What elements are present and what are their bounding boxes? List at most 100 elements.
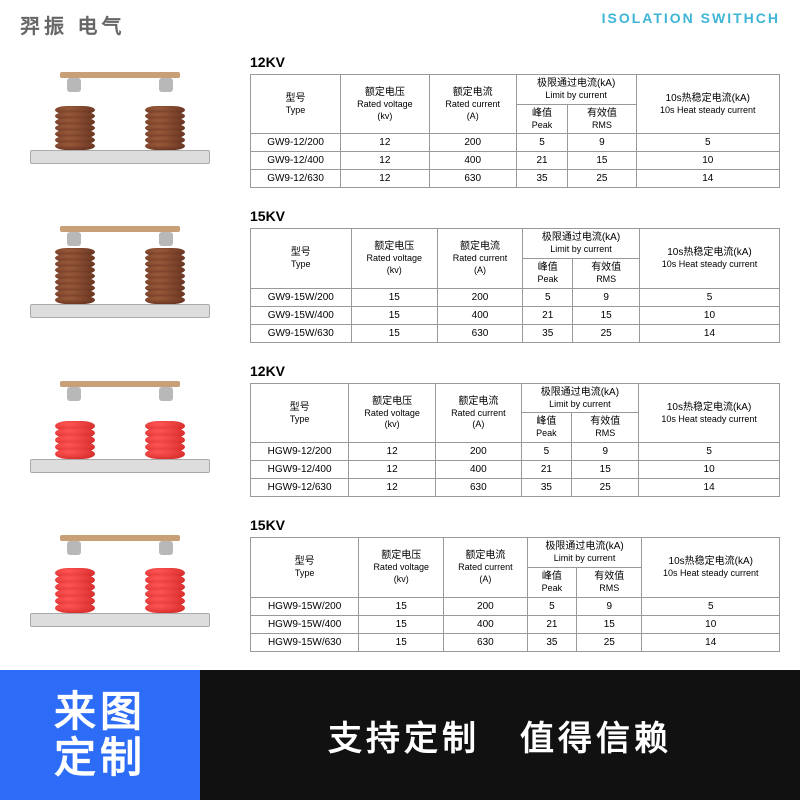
cell-voltage: 15 xyxy=(351,288,437,306)
promo-overlay: 来图 定制 支持定制 值得信赖 xyxy=(0,670,800,800)
cell-voltage: 15 xyxy=(359,633,444,651)
cell-steady: 10 xyxy=(639,461,780,479)
product-section: 15KV 型号Type额定电压Rated voltage(kv)额定电流Rated… xyxy=(20,208,780,342)
cell-peak: 5 xyxy=(516,134,568,152)
col-voltage: 额定电压Rated voltage(kv) xyxy=(359,538,444,597)
cell-type: HGW9-12/400 xyxy=(251,461,349,479)
table-row: HGW9-12/63012630352514 xyxy=(251,479,780,497)
cell-rms: 9 xyxy=(568,134,636,152)
cell-voltage: 15 xyxy=(351,324,437,342)
col-peak: 峰值Peak xyxy=(521,413,572,443)
cell-type: HGW9-15W/630 xyxy=(251,633,359,651)
cell-steady: 14 xyxy=(642,633,780,651)
voltage-label: 12KV xyxy=(250,363,780,379)
cell-voltage: 12 xyxy=(349,479,436,497)
col-rms: 有效值RMS xyxy=(577,567,642,597)
cell-current: 200 xyxy=(444,597,528,615)
col-voltage: 额定电压Rated voltage(kv) xyxy=(351,229,437,288)
col-rms: 有效值RMS xyxy=(572,413,639,443)
cell-peak: 21 xyxy=(527,615,576,633)
cell-rms: 9 xyxy=(577,597,642,615)
cell-steady: 14 xyxy=(639,479,780,497)
cell-steady: 5 xyxy=(636,134,779,152)
promo-left: 来图 定制 xyxy=(0,670,200,800)
cell-peak: 35 xyxy=(521,479,572,497)
cell-voltage: 12 xyxy=(341,152,430,170)
cell-steady: 14 xyxy=(639,324,779,342)
cell-current: 630 xyxy=(436,479,522,497)
spec-table: 型号Type额定电压Rated voltage(kv)额定电流Rated cur… xyxy=(250,228,780,342)
col-peak: 峰值Peak xyxy=(516,104,568,134)
col-steady: 10s热稳定电流(kA)10s Heat steady current xyxy=(639,229,779,288)
cell-voltage: 12 xyxy=(341,170,430,188)
cell-rms: 15 xyxy=(573,306,640,324)
cell-current: 400 xyxy=(436,461,522,479)
promo-right: 支持定制 值得信赖 xyxy=(200,670,800,800)
cell-voltage: 12 xyxy=(349,443,436,461)
cell-steady: 14 xyxy=(636,170,779,188)
cell-peak: 21 xyxy=(523,306,573,324)
cell-current: 630 xyxy=(444,633,528,651)
spec-table-container: 12KV 型号Type额定电压Rated voltage(kv)额定电流Rated… xyxy=(250,54,780,188)
table-row: GW9-15W/63015630352514 xyxy=(251,324,780,342)
product-illustration xyxy=(20,517,220,627)
promo-right-1: 支持定制 xyxy=(328,711,480,760)
col-current: 额定电流Rated current(A) xyxy=(436,383,522,442)
col-type: 型号Type xyxy=(251,75,341,134)
table-row: HGW9-12/40012400211510 xyxy=(251,461,780,479)
col-rms: 有效值RMS xyxy=(568,104,636,134)
spec-table: 型号Type额定电压Rated voltage(kv)额定电流Rated cur… xyxy=(250,537,780,651)
promo-right-2: 值得信赖 xyxy=(520,711,672,760)
cell-steady: 5 xyxy=(639,443,780,461)
cell-voltage: 15 xyxy=(359,615,444,633)
col-voltage: 额定电压Rated voltage(kv) xyxy=(341,75,430,134)
col-current: 额定电流Rated current(A) xyxy=(444,538,528,597)
col-steady: 10s热稳定电流(kA)10s Heat steady current xyxy=(636,75,779,134)
table-row: HGW9-12/20012200595 xyxy=(251,443,780,461)
cell-peak: 35 xyxy=(527,633,576,651)
spec-table-container: 12KV型号Type额定电压Rated voltage(kv)额定电流Rated… xyxy=(250,363,780,497)
cell-rms: 15 xyxy=(568,152,636,170)
col-type: 型号Type xyxy=(251,229,352,288)
cell-rms: 9 xyxy=(573,288,640,306)
col-limit: 极限通过电流(kA)Limit by current xyxy=(523,229,640,259)
table-row: HGW9-15W/20015200595 xyxy=(251,597,780,615)
cell-rms: 25 xyxy=(568,170,636,188)
col-steady: 10s热稳定电流(kA)10s Heat steady current xyxy=(642,538,780,597)
spec-table-container: 15KV型号Type额定电压Rated voltage(kv)额定电流Rated… xyxy=(250,517,780,651)
cell-steady: 10 xyxy=(636,152,779,170)
cell-current: 200 xyxy=(436,443,522,461)
table-row: HGW9-15W/63015630352514 xyxy=(251,633,780,651)
cell-rms: 15 xyxy=(577,615,642,633)
table-row: GW9-12/40012400211510 xyxy=(251,152,780,170)
cell-peak: 5 xyxy=(521,443,572,461)
promo-left-line2: 定制 xyxy=(54,735,146,781)
cell-current: 400 xyxy=(429,152,516,170)
cell-current: 400 xyxy=(444,615,528,633)
voltage-label: 12KV xyxy=(250,54,780,70)
product-illustration xyxy=(20,54,220,164)
col-limit: 极限通过电流(kA)Limit by current xyxy=(516,75,636,105)
cell-type: HGW9-15W/200 xyxy=(251,597,359,615)
spec-table: 型号Type额定电压Rated voltage(kv)额定电流Rated cur… xyxy=(250,74,780,188)
cell-type: GW9-12/630 xyxy=(251,170,341,188)
table-row: HGW9-15W/40015400211510 xyxy=(251,615,780,633)
cell-current: 200 xyxy=(438,288,523,306)
page: 羿振 电气 ISOLATION SWITHCH 12KV型号Type额定电压Ra… xyxy=(0,0,800,688)
col-limit: 极限通过电流(kA)Limit by current xyxy=(527,538,642,568)
cell-type: GW9-15W/200 xyxy=(251,288,352,306)
product-illustration xyxy=(20,208,220,318)
product-section: 12KV型号Type额定电压Rated voltage(kv)额定电流Rated… xyxy=(20,363,780,497)
col-steady: 10s热稳定电流(kA)10s Heat steady current xyxy=(639,383,780,442)
voltage-label: 15KV xyxy=(250,208,780,224)
cell-current: 400 xyxy=(438,306,523,324)
col-rms: 有效值RMS xyxy=(573,259,640,289)
table-row: GW9-12/63012630352514 xyxy=(251,170,780,188)
cell-rms: 25 xyxy=(573,324,640,342)
col-peak: 峰值Peak xyxy=(523,259,573,289)
col-voltage: 额定电压Rated voltage(kv) xyxy=(349,383,436,442)
cell-type: GW9-15W/630 xyxy=(251,324,352,342)
cell-peak: 35 xyxy=(523,324,573,342)
cell-steady: 10 xyxy=(639,306,779,324)
col-current: 额定电流Rated current(A) xyxy=(429,75,516,134)
